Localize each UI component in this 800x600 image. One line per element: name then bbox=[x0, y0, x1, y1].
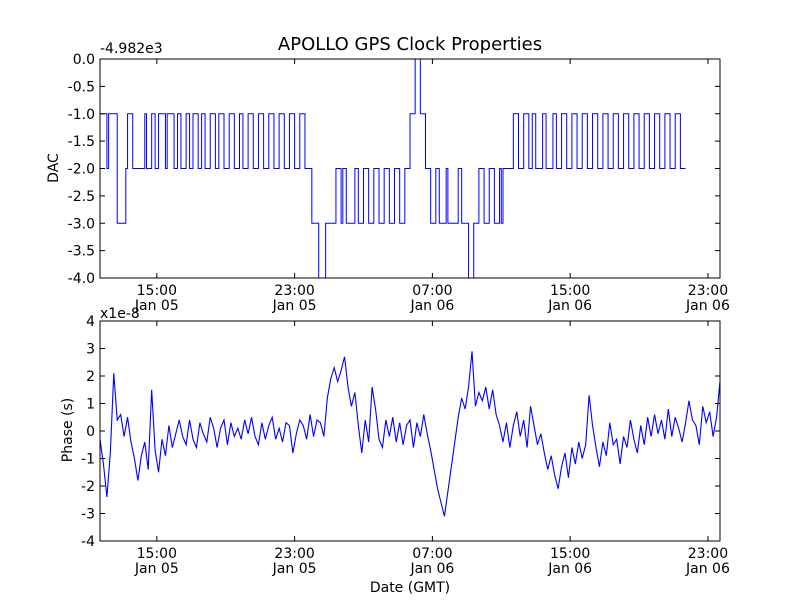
phase-x-tick-time: 23:00 bbox=[274, 546, 314, 562]
phase-y-tick-label: 0 bbox=[86, 424, 95, 440]
dac-x-tick-date: Jan 05 bbox=[134, 298, 179, 314]
x-axis-label: Date (GMT) bbox=[370, 580, 450, 596]
dac-x-tick-time: 15:00 bbox=[550, 283, 590, 299]
phase-y-tick-label: 1 bbox=[86, 397, 95, 413]
phase-y-tick-label: 2 bbox=[86, 369, 95, 385]
phase-x-tick-time: 15:00 bbox=[550, 546, 590, 562]
phase-x-tick-time: 07:00 bbox=[412, 546, 452, 562]
dac-panel: -4.982e3 DAC 0.0 -0.5 -1.0 -1.5 -2.0 -2.5 -3.0… bbox=[46, 41, 730, 314]
phase-x-tick-date: Jan 06 bbox=[685, 561, 730, 577]
phase-x-tick-date: Jan 06 bbox=[547, 561, 592, 577]
dac-y-tick-label: 0.0 bbox=[73, 52, 95, 68]
dac-y-tick-label: -1.0 bbox=[68, 107, 95, 123]
phase-y-tick-label: -2 bbox=[81, 479, 95, 495]
phase-y-tick-label: -1 bbox=[81, 452, 95, 468]
dac-x-tick-time: 07:00 bbox=[412, 283, 452, 299]
phase-x-tick-date: Jan 05 bbox=[134, 561, 179, 577]
dac-y-tick-label: -2.5 bbox=[68, 189, 95, 205]
phase-y-tick-label: -3 bbox=[81, 507, 95, 523]
dac-y-tick-label: -2.0 bbox=[68, 162, 95, 178]
phase-y-tick-label: 4 bbox=[86, 314, 95, 330]
phase-x-tick-time: 23:00 bbox=[688, 546, 728, 562]
dac-offset-label: -4.982e3 bbox=[100, 41, 163, 57]
figure-title: APOLLO GPS Clock Properties bbox=[278, 34, 542, 55]
dac-y-tick-label: -4.0 bbox=[68, 271, 95, 287]
dac-y-tick-label: -0.5 bbox=[68, 79, 95, 95]
dac-x-tick-time: 23:00 bbox=[688, 283, 728, 299]
dac-x-tick-date: Jan 05 bbox=[272, 298, 317, 314]
dac-y-tick-label: -1.5 bbox=[68, 134, 95, 150]
dac-y-tick-label: -3.0 bbox=[68, 216, 95, 232]
phase-x-tick-date: Jan 06 bbox=[409, 561, 454, 577]
dac-x-tick-time: 23:00 bbox=[274, 283, 314, 299]
dac-x-tick-time: 15:00 bbox=[137, 283, 177, 299]
dac-plot-area: 0.0 -0.5 -1.0 -1.5 -2.0 -2.5 -3.0 -3.5 -4.0 15:00… bbox=[68, 52, 730, 314]
phase-panel: x1e-8 Phase (s) Date (GMT) 4 3 2 1 0 -1 -2 -3 -4… bbox=[60, 306, 730, 596]
phase-y-tick-label: 3 bbox=[86, 342, 95, 358]
dac-x-tick-date: Jan 06 bbox=[409, 298, 454, 314]
phase-offset-label: x1e-8 bbox=[100, 306, 140, 322]
dac-series-line bbox=[100, 58, 686, 279]
phase-y-axis-label: Phase (s) bbox=[60, 398, 76, 462]
phase-x-tick-date: Jan 05 bbox=[272, 561, 317, 577]
dac-x-tick-date: Jan 06 bbox=[685, 298, 730, 314]
phase-x-tick-time: 15:00 bbox=[137, 546, 177, 562]
dac-x-tick-date: Jan 06 bbox=[547, 298, 592, 314]
phase-y-tick-label: -4 bbox=[81, 534, 95, 550]
dac-y-axis-label: DAC bbox=[46, 153, 62, 183]
phase-series-line bbox=[99, 351, 721, 517]
dac-y-tick-label: -3.5 bbox=[68, 244, 95, 260]
